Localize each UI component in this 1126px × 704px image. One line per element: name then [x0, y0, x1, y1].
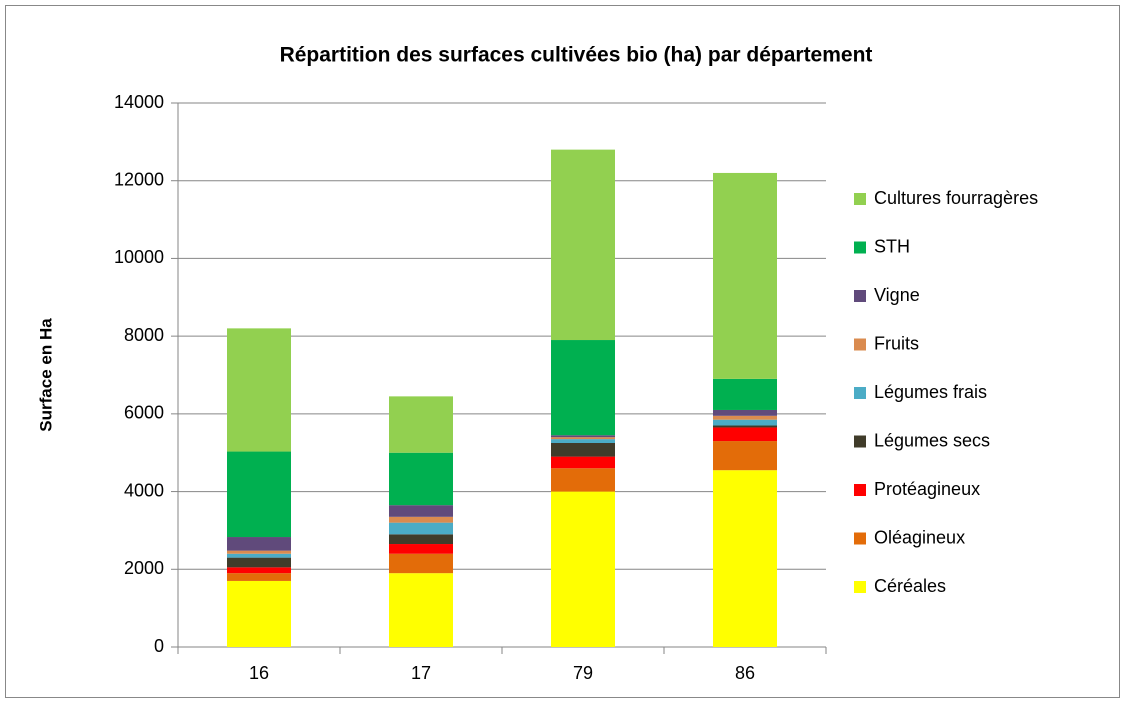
bar-segment	[713, 419, 777, 426]
bar-segment	[551, 435, 615, 438]
legend-label: Cultures fourragères	[874, 188, 1038, 208]
bar-segment	[389, 544, 453, 554]
bar-segment	[551, 437, 615, 440]
y-tick-label: 14000	[114, 92, 164, 112]
x-tick-label: 86	[735, 663, 755, 683]
legend-label: Céréales	[874, 576, 946, 596]
bar-segment	[389, 452, 453, 506]
bar-segment	[551, 340, 615, 436]
y-tick-label: 4000	[124, 480, 164, 500]
bar-segment	[551, 149, 615, 341]
y-tick-label: 2000	[124, 558, 164, 578]
legend-label: Vigne	[874, 285, 920, 305]
bar-segment	[227, 553, 291, 558]
bar-segment	[389, 522, 453, 535]
legend-label: Légumes frais	[874, 382, 987, 402]
legend-label: Fruits	[874, 333, 919, 353]
legend-swatch	[854, 581, 866, 593]
legend-swatch	[854, 193, 866, 205]
bar-segment	[551, 468, 615, 492]
y-tick-label: 0	[154, 636, 164, 656]
legend-label: Oléagineux	[874, 527, 965, 547]
bar-segment	[227, 550, 291, 554]
bar-segment	[713, 172, 777, 379]
bar-segment	[551, 439, 615, 443]
y-tick-label: 6000	[124, 403, 164, 423]
legend-swatch	[854, 484, 866, 496]
y-tick-label: 10000	[114, 247, 164, 267]
bar-segment	[713, 441, 777, 471]
bar-segment	[227, 580, 291, 647]
bar-segment	[389, 534, 453, 545]
bar-segment	[713, 427, 777, 442]
bar-segment	[389, 573, 453, 647]
legend-label: Protéagineux	[874, 479, 980, 499]
legend-swatch	[854, 241, 866, 254]
legend-label: STH	[874, 236, 910, 256]
bar-segment	[227, 573, 291, 581]
legend-swatch	[854, 532, 866, 545]
bar-segment	[551, 443, 615, 457]
bar-segment	[227, 567, 291, 574]
bar-segment	[389, 396, 453, 453]
bar-segment	[713, 415, 777, 420]
legend-label: Légumes secs	[874, 430, 990, 450]
legend-swatch	[854, 290, 866, 302]
bar-segment	[389, 505, 453, 517]
x-tick-label: 16	[249, 663, 269, 683]
bar-segment	[713, 409, 777, 416]
bar-segment	[713, 470, 777, 647]
bar-segment	[227, 557, 291, 568]
bar-segment	[551, 491, 615, 647]
legend-swatch	[854, 435, 866, 448]
y-tick-label: 12000	[114, 169, 164, 189]
bar-segment	[551, 456, 615, 469]
x-tick-label: 79	[573, 663, 593, 683]
bar-segment	[227, 328, 291, 452]
y-axis-label: Surface en Ha	[36, 318, 55, 432]
bar-segment	[389, 516, 453, 523]
chart-title: Répartition des surfaces cultivées bio (…	[280, 44, 873, 67]
x-tick-label: 17	[411, 663, 431, 683]
bar-segment	[713, 378, 777, 410]
legend-swatch	[854, 338, 866, 351]
bar-segment	[389, 553, 453, 574]
legend-swatch	[854, 387, 866, 399]
y-tick-label: 8000	[124, 325, 164, 345]
bar-segment	[227, 451, 291, 538]
bar-segment	[713, 425, 777, 428]
bar-segment	[227, 537, 291, 551]
